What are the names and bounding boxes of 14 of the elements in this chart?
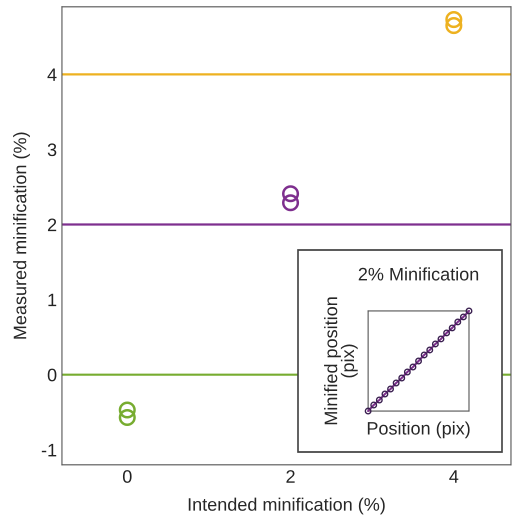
- y-tick-label: 2: [48, 218, 56, 232]
- x-axis-title: Intended minification (%): [188, 498, 385, 514]
- y-axis-title: Measured minification (%): [13, 132, 30, 339]
- y-axis-title: Minified position (pix): [324, 297, 358, 424]
- y-tick-label: 0: [48, 368, 56, 382]
- y-tick-label: 4: [47, 68, 57, 81]
- x-tick-label: 2: [286, 470, 295, 483]
- x-tick-label: 4: [449, 470, 458, 483]
- y-tick-label: 3: [48, 143, 56, 156]
- x-axis-title: Position (pix): [368, 421, 470, 438]
- x-tick-label: 0: [122, 470, 132, 483]
- y-tick-label: 1: [48, 294, 56, 306]
- chart-title: 2% Minification: [358, 267, 478, 281]
- y-tick-label: -1: [42, 444, 56, 456]
